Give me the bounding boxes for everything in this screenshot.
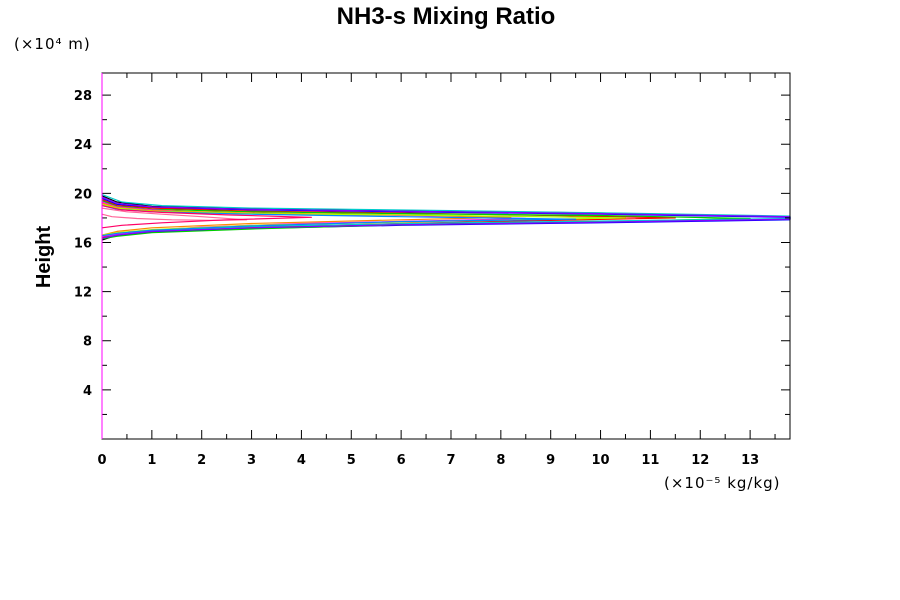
x-tick-label: 5 bbox=[347, 453, 356, 468]
x-tick-label: 8 bbox=[496, 453, 505, 468]
x-tick-label: 6 bbox=[397, 453, 406, 468]
y-axis-label: Height bbox=[33, 226, 55, 289]
series-line-12 bbox=[101, 205, 312, 229]
y-tick-label: 28 bbox=[74, 89, 92, 104]
chart-title: NH3-s Mixing Ratio bbox=[337, 3, 556, 30]
y-tick-label: 12 bbox=[74, 286, 92, 301]
x-tick-label: 13 bbox=[741, 453, 759, 468]
y-axis-unit: (×10⁴ m) bbox=[14, 35, 91, 53]
x-tick-label: 1 bbox=[147, 453, 156, 468]
y-tick-label: 4 bbox=[83, 384, 92, 399]
x-tick-label: 0 bbox=[97, 453, 106, 468]
x-tick-label: 3 bbox=[247, 453, 256, 468]
x-tick-label: 12 bbox=[691, 453, 709, 468]
x-tick-label: 9 bbox=[546, 453, 555, 468]
series-layer bbox=[101, 194, 791, 241]
y-tick-label: 8 bbox=[83, 335, 92, 350]
x-tick-label: 4 bbox=[297, 453, 306, 468]
plot-frame bbox=[101, 72, 791, 440]
x-axis-unit: (×10⁻⁵ kg/kg) bbox=[664, 474, 781, 492]
x-tick-label: 7 bbox=[446, 453, 455, 468]
x-tick-label: 10 bbox=[592, 453, 610, 468]
y-tick-label: 24 bbox=[74, 138, 92, 153]
x-tick-label: 2 bbox=[197, 453, 206, 468]
x-tick-label: 11 bbox=[641, 453, 659, 468]
y-tick-label: 16 bbox=[74, 236, 92, 251]
y-tick-label: 20 bbox=[74, 187, 92, 202]
